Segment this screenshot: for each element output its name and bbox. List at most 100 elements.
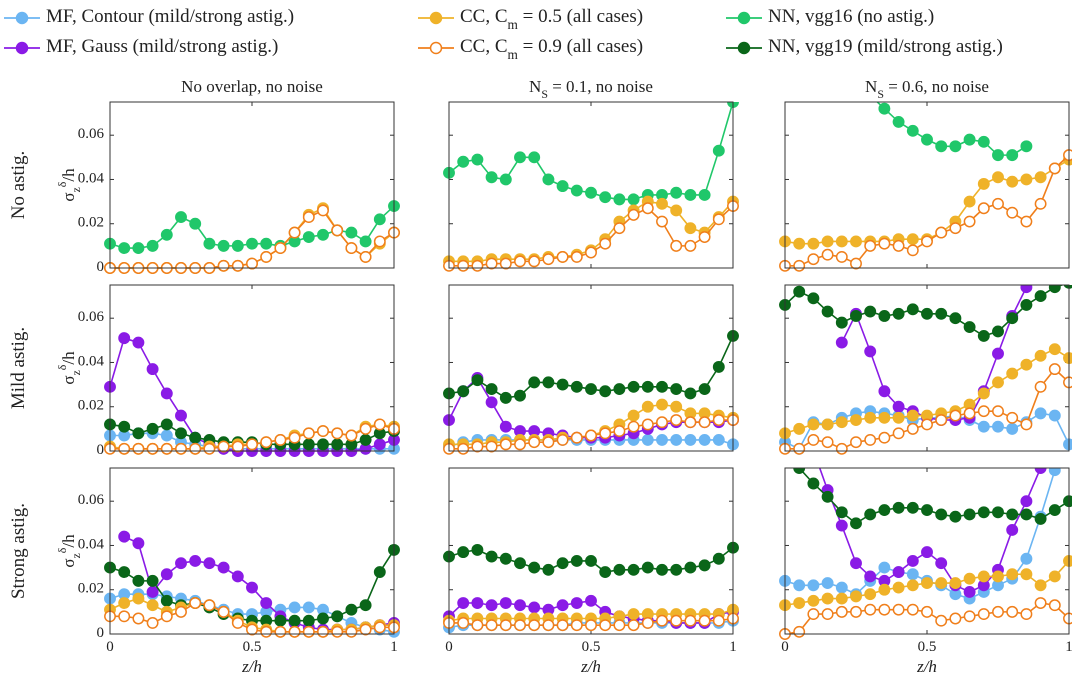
data-point [132,574,145,587]
data-point [963,321,976,334]
data-point [793,259,806,272]
data-point [807,418,820,431]
legend-label: MF, Contour (mild/strong astig.) [46,6,294,27]
data-point [963,610,976,623]
data-point [1006,175,1019,188]
data-point [821,235,834,248]
data-point [921,235,933,248]
data-point [892,603,905,616]
data-point [641,400,654,413]
data-point [793,422,806,435]
data-point [260,625,273,638]
data-point [684,387,697,400]
data-point [499,597,512,609]
data-point [485,599,498,612]
data-point [949,577,962,590]
data-point [892,427,905,440]
data-point [935,508,948,521]
data-point [864,345,877,358]
data-point [175,442,187,455]
legend-marker [737,11,751,25]
data-point [949,140,962,153]
data-point [514,619,526,632]
data-point [935,577,948,590]
data-point [878,583,891,596]
data-point [457,385,470,398]
data-point [146,363,159,376]
data-point [892,501,905,514]
data-point [514,438,526,451]
data-point [1048,285,1061,294]
data-point [793,285,806,298]
data-point [684,416,697,429]
data-point [949,409,962,422]
data-point [132,442,145,455]
data-point [906,124,919,137]
data-point [556,250,569,263]
data-point [118,566,131,578]
data-point [1020,358,1033,371]
data-point [514,255,526,268]
data-point [542,376,555,389]
data-point [246,438,258,451]
data-point [627,409,640,422]
data-point [118,442,131,455]
plot-frame [784,101,1070,269]
data-point [288,226,301,239]
data-point [570,431,583,444]
data-point [1063,352,1072,364]
row-label: No astig. [8,151,29,220]
data-point [656,197,668,210]
data-point [712,614,725,627]
data-point [485,257,498,270]
data-point [1048,343,1061,356]
data-point [288,625,301,638]
data-point [231,259,244,272]
data-point [821,592,834,605]
data-point [471,619,484,632]
data-point [345,603,358,616]
data-point [1034,349,1047,362]
data-point [1034,171,1047,184]
data-point [317,438,329,451]
data-point [359,599,372,612]
data-point [712,552,725,565]
data-point [712,213,725,226]
data-point [698,189,711,201]
data-point [892,115,905,128]
data-point [921,504,933,517]
data-point [146,616,159,629]
data-point [864,433,877,446]
data-point [288,614,301,627]
data-point [963,407,976,420]
data-point [641,202,654,215]
data-point [949,510,962,523]
data-point [1034,380,1047,393]
y-tick-label: 0.06 [78,493,105,509]
data-point [570,184,583,197]
data-point [906,568,919,581]
row-label: Mild astig. [8,327,29,409]
data-point [1020,495,1033,508]
data-point [921,605,933,618]
data-point [499,552,512,565]
data-point [260,250,273,263]
data-point [132,427,145,440]
data-point [1006,508,1019,521]
data-point [821,577,834,590]
data-point [1048,504,1061,517]
x-axis-label: z/h [916,657,937,676]
data-point [670,383,683,395]
data-point [627,563,640,576]
data-point [835,336,848,349]
data-point [457,597,470,609]
data-point [949,312,962,325]
data-point [684,239,697,252]
data-point [921,418,933,431]
plot-frame [109,284,395,452]
y-tick-label: 0 [97,259,105,275]
data-point [1034,407,1047,420]
data-point [485,383,498,395]
data-point [1006,206,1019,219]
panel-title: No overlap, no noise [181,77,323,96]
